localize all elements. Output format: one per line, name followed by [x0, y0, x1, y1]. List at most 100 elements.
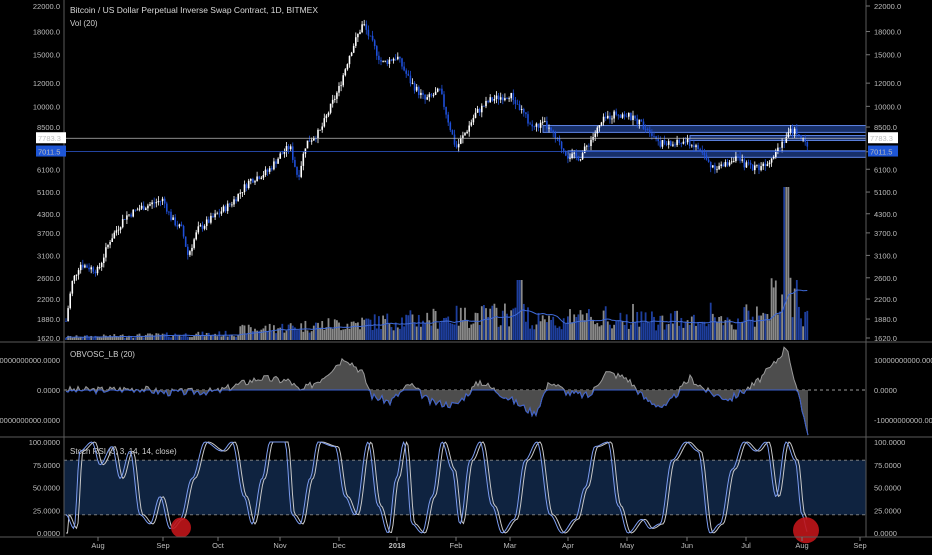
- candle-body: [212, 215, 214, 218]
- candle-body: [355, 37, 357, 46]
- candle-body: [768, 162, 771, 165]
- price-axis-label-right: 1880.0: [874, 315, 897, 324]
- volume-bar: [220, 336, 223, 340]
- candle-body: [302, 153, 305, 166]
- volume-bar: [747, 310, 750, 340]
- candle-body: [691, 145, 693, 147]
- volume-bar: [728, 319, 731, 340]
- candle-body: [575, 152, 578, 157]
- volume-bar: [806, 310, 809, 340]
- volume-bar: [590, 316, 592, 340]
- volume-bar: [613, 324, 615, 340]
- volume-bar: [304, 320, 307, 340]
- obv-axis-label-left: 10000000000.0000: [0, 356, 60, 365]
- candle-body: [586, 145, 588, 147]
- candle-body: [256, 176, 258, 182]
- obv-oscillator-panel[interactable]: OBVOSC_LB (20): [64, 346, 866, 436]
- volume-bar: [182, 334, 185, 340]
- volume-bar: [86, 335, 88, 340]
- candle-body: [124, 219, 126, 220]
- volume-bar: [130, 336, 132, 340]
- volume-bar: [176, 335, 179, 340]
- candle-body: [350, 52, 353, 56]
- candle-body: [313, 138, 315, 141]
- candle-body: [216, 213, 218, 215]
- volume-bar: [697, 322, 699, 340]
- candle-body: [762, 163, 764, 167]
- volume-bar: [239, 326, 242, 340]
- volume-bar: [785, 187, 788, 340]
- volume-bar: [483, 304, 485, 340]
- candle-body: [403, 66, 405, 71]
- volume-bar: [789, 277, 792, 340]
- volume-bar: [98, 336, 101, 340]
- candle-body: [245, 184, 248, 189]
- candle-body: [527, 114, 529, 124]
- volume-bar: [772, 287, 775, 340]
- volume-bar: [315, 322, 317, 340]
- volume-bar: [518, 280, 521, 340]
- candle-body: [604, 116, 607, 119]
- volume-bar: [222, 335, 225, 340]
- volume-bar: [363, 319, 366, 340]
- candle-body: [516, 103, 519, 105]
- volume-bar: [149, 333, 151, 340]
- volume-bar: [684, 321, 687, 340]
- candle-body: [751, 164, 754, 171]
- volume-bar: [667, 323, 670, 340]
- candle-body: [712, 165, 714, 168]
- volume-bar: [711, 313, 714, 340]
- candle-body: [340, 85, 342, 87]
- price-panel[interactable]: Bitcoin / US Dollar Perpetual Inverse Sw…: [64, 5, 867, 340]
- candle-body: [428, 94, 431, 98]
- candle-body: [306, 140, 309, 149]
- volume-bar: [501, 310, 504, 340]
- volume-bar: [235, 336, 237, 340]
- candle-body: [611, 118, 613, 120]
- candle-body: [499, 97, 502, 100]
- candle-body: [262, 175, 265, 178]
- volume-bar: [493, 303, 496, 340]
- candle-body: [474, 112, 477, 118]
- volume-bar: [136, 334, 139, 340]
- stoch-axis-label-left: 25.0000: [33, 506, 60, 515]
- candle-body: [529, 123, 531, 125]
- volume-bar: [541, 315, 544, 340]
- candle-body: [531, 124, 533, 127]
- stoch-title: Stoch RSI (3, 3, 14, 14, close): [70, 447, 177, 456]
- candle-body: [602, 116, 605, 123]
- candle-body: [697, 145, 699, 150]
- candle-body: [730, 161, 733, 163]
- volume-ma-line: [65, 289, 808, 339]
- volume-bar: [94, 335, 97, 340]
- price-axis-label-left: 2600.0: [37, 274, 60, 283]
- candle-body: [453, 134, 456, 145]
- volume-bar: [539, 321, 542, 340]
- candle-body: [449, 122, 452, 131]
- volume-bar: [491, 305, 494, 340]
- volume-bar: [117, 336, 120, 340]
- volume-bar: [707, 323, 710, 340]
- candle-body: [266, 169, 269, 172]
- candle-body: [140, 205, 143, 209]
- candle-body: [241, 192, 244, 193]
- candle-body: [590, 139, 592, 147]
- volume-bar: [365, 318, 368, 340]
- candle-body: [787, 132, 790, 137]
- price-axis-label-left: 2200.0: [37, 295, 60, 304]
- candle-body: [397, 56, 399, 60]
- volume-bar: [184, 333, 187, 340]
- candle-body: [539, 122, 542, 128]
- volume-bar: [699, 323, 702, 340]
- candle-body: [367, 29, 370, 36]
- volume-bar: [716, 321, 718, 340]
- candle-body: [363, 24, 365, 26]
- candle-body: [693, 145, 695, 148]
- volume-bar: [743, 307, 746, 340]
- candle-body: [168, 211, 170, 213]
- volume-bar: [378, 316, 380, 340]
- stoch-rsi-panel[interactable]: Stoch RSI (3, 3, 14, 14, close): [64, 440, 866, 544]
- candle-body: [415, 86, 418, 91]
